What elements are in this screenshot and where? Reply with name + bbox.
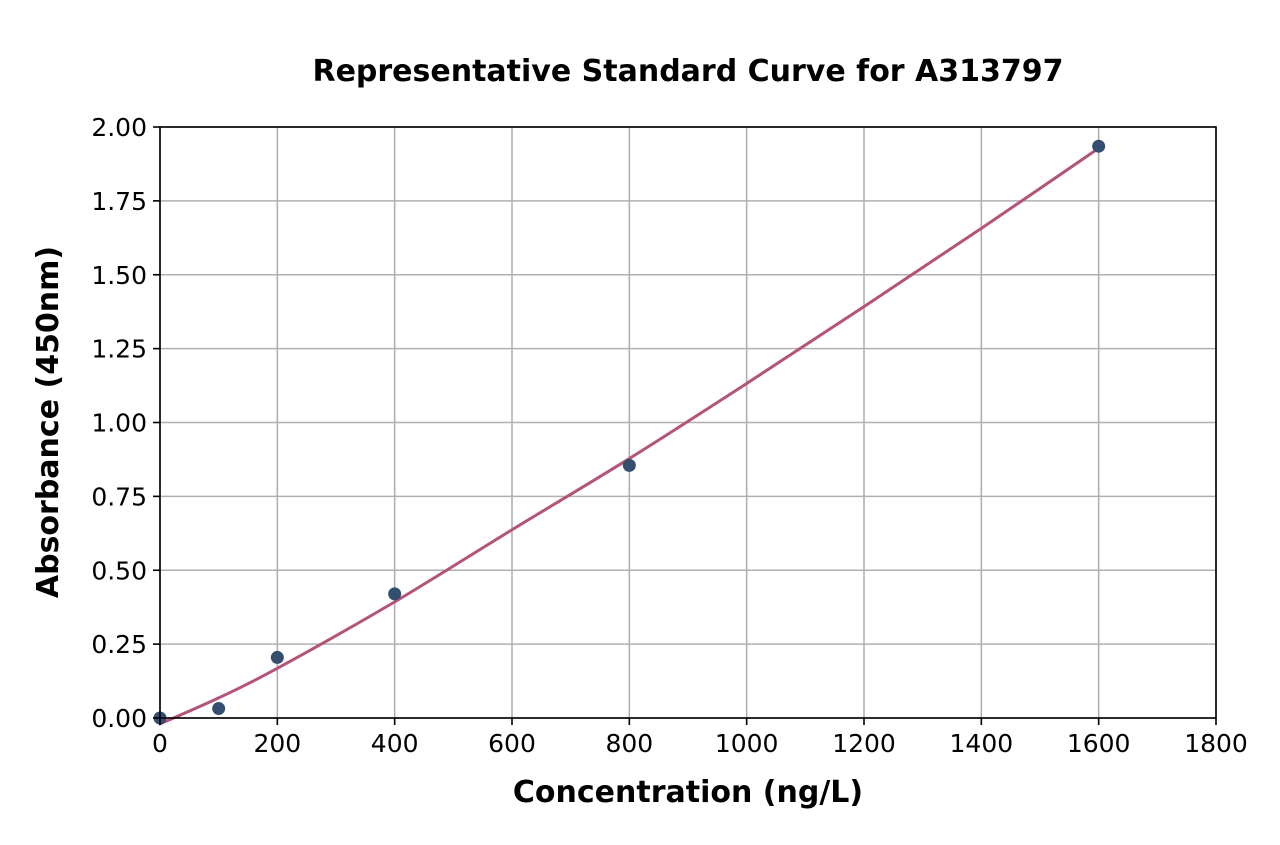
chart-title: Representative Standard Curve for A31379… (312, 54, 1063, 89)
x-axis-ticks: 0 200 400 600 800 1000 1200 1400 1600 1800 (152, 718, 1248, 758)
x-tick-label: 800 (605, 729, 653, 758)
fit-curve (158, 146, 1101, 726)
data-point (270, 650, 284, 664)
y-tick-label: 0.75 (91, 482, 147, 511)
y-tick-label: 2.00 (91, 113, 147, 142)
x-tick-label: 200 (253, 729, 301, 758)
x-tick-label: 400 (371, 729, 419, 758)
x-tick-label: 1400 (950, 729, 1014, 758)
data-point (388, 587, 402, 601)
y-tick-label: 0.25 (91, 630, 147, 659)
x-tick-label: 1600 (1067, 729, 1131, 758)
y-axis-label: Absorbance (450nm) (31, 246, 66, 598)
y-tick-label: 0.50 (91, 556, 147, 585)
x-tick-label: 1000 (715, 729, 779, 758)
x-tick-label: 1800 (1184, 729, 1248, 758)
fit-curve-layer (158, 146, 1101, 726)
data-point (1092, 139, 1106, 153)
data-point (212, 702, 226, 716)
x-axis-label: Concentration (ng/L) (513, 775, 863, 810)
y-tick-label: 1.00 (91, 409, 147, 438)
x-tick-label: 1200 (832, 729, 896, 758)
x-tick-label: 600 (488, 729, 536, 758)
y-axis-ticks: 0.00 0.25 0.50 0.75 1.00 1.25 1.50 1.75 2.00 (91, 113, 160, 733)
y-tick-label: 1.75 (91, 187, 147, 216)
y-tick-label: 1.25 (91, 335, 147, 364)
y-tick-label: 1.50 (91, 261, 147, 290)
x-tick-label: 0 (152, 729, 168, 758)
y-tick-label: 0.00 (91, 704, 147, 733)
data-point (622, 458, 636, 472)
